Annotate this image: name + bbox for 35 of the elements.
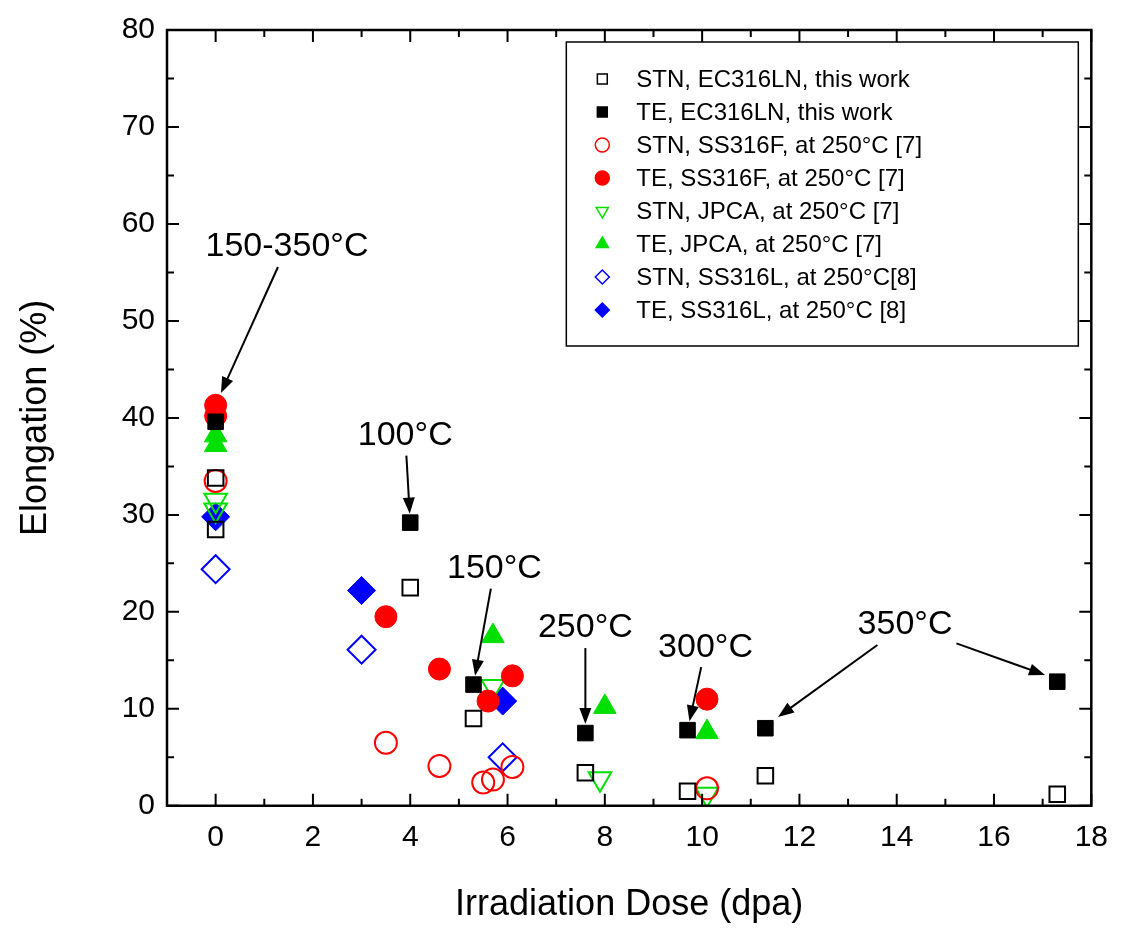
x-tick-label: 14 [880, 819, 914, 853]
x-tick-label: 0 [207, 819, 224, 853]
x-tick-label: 12 [782, 819, 817, 853]
y-tick-label: 70 [121, 108, 155, 142]
y-tick-label: 10 [121, 690, 155, 724]
y-tick-label: 40 [121, 399, 155, 433]
y-tick-label: 30 [121, 496, 155, 530]
annotation: 250°C [537, 606, 633, 645]
y-tick-label: 20 [121, 593, 155, 627]
annotation: 350°C [857, 603, 953, 642]
y-tick-label: 50 [121, 302, 155, 336]
y-tick-label: 0 [138, 787, 155, 821]
legend-label: STN, SS316F, at 250°C [7] [636, 130, 923, 158]
legend-label: TE, SS316F, at 250°C [7] [636, 163, 905, 191]
x-tick-label: 10 [685, 819, 719, 853]
legend-label: STN, SS316L, at 250°C[8] [636, 262, 917, 290]
annotation: 100°C [357, 414, 453, 453]
y-tick-label: 60 [121, 205, 155, 239]
legend-label: TE, JPCA, at 250°C [7] [636, 229, 883, 257]
x-tick-label: 18 [1074, 819, 1108, 853]
x-axis-title: Irradiation Dose (dpa) [455, 882, 804, 924]
annotation: 150-350°C [205, 225, 369, 264]
y-tick-label: 80 [121, 11, 155, 45]
x-tick-label: 6 [499, 819, 516, 853]
annotation: 300°C [658, 625, 753, 664]
x-tick-label: 2 [304, 819, 322, 853]
x-tick-label: 8 [596, 819, 614, 853]
x-tick-label: 16 [977, 819, 1011, 853]
x-tick-label: 4 [401, 819, 419, 853]
legend-label: TE, SS316L, at 250°C [8] [636, 295, 907, 323]
legend-label: STN, EC316LN, this work [636, 64, 911, 92]
legend-label: STN, JPCA, at 250°C [7] [636, 196, 900, 224]
annotation: 150°C [447, 546, 542, 585]
legend-label: TE, EC316LN, this work [636, 97, 894, 125]
y-axis-title: Elongation (%) [12, 299, 54, 536]
